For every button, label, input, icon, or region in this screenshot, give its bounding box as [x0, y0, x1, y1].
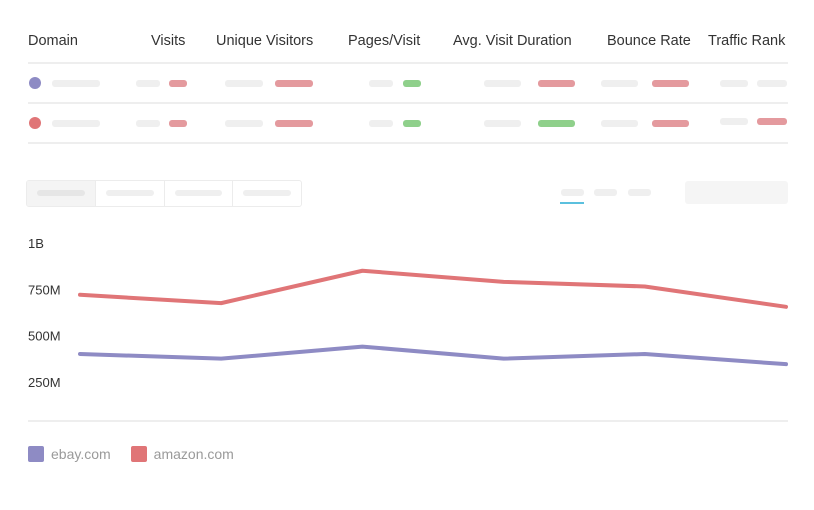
y-tick-label: 250M: [28, 375, 61, 390]
legend-item[interactable]: amazon.com: [130, 446, 234, 462]
placeholder-unique-change: [275, 80, 313, 87]
header-unique-visitors[interactable]: Unique Visitors: [216, 33, 314, 49]
chart-legend: ebay.com amazon.com: [28, 446, 234, 462]
domain-color-dot: [29, 117, 41, 129]
placeholder-bounce: [601, 120, 638, 127]
tab-placeholder: [174, 190, 223, 196]
placeholder-bounce-change: [652, 80, 689, 87]
series-line-ebay: [78, 344, 788, 367]
header-visits[interactable]: Visits: [151, 33, 186, 49]
tab-placeholder: [37, 190, 85, 196]
header-bounce-rate[interactable]: Bounce Rate: [607, 33, 691, 49]
placeholder-unique-change: [275, 120, 313, 127]
legend-label: amazon.com: [153, 446, 234, 462]
tab-placeholder: [105, 190, 154, 196]
metric-tab[interactable]: [165, 181, 234, 206]
placeholder-bounce: [601, 80, 638, 87]
y-tick-label: 750M: [28, 282, 61, 297]
placeholder-pages-change: [403, 120, 421, 127]
placeholder-unique: [225, 80, 263, 87]
table-row: [28, 64, 788, 104]
header-avg-visit-duration[interactable]: Avg. Visit Duration: [453, 33, 572, 49]
active-period-indicator: [560, 202, 584, 204]
metric-tabs: [26, 180, 302, 207]
placeholder-rank-change: [757, 80, 787, 87]
legend-label: ebay.com: [51, 446, 111, 462]
period-option[interactable]: [594, 189, 617, 196]
placeholder-visits-change: [169, 80, 187, 87]
table-row: [28, 104, 788, 144]
legend-swatch: [28, 446, 44, 462]
placeholder-visits-change: [169, 120, 187, 127]
placeholder-bounce-change: [652, 120, 689, 127]
placeholder-rank: [720, 80, 748, 87]
period-option[interactable]: [628, 189, 651, 196]
legend-swatch: [130, 446, 147, 462]
metric-tab[interactable]: [233, 181, 301, 206]
placeholder-rank: [720, 118, 748, 125]
y-tick-label: 1B: [28, 236, 44, 251]
header-domain[interactable]: Domain: [28, 33, 78, 49]
placeholder-domain: [52, 120, 100, 127]
placeholder-pages-change: [403, 80, 421, 87]
metrics-table: Domain Visits Unique Visitors Pages/Visi…: [28, 24, 788, 144]
placeholder-visits: [136, 120, 160, 127]
placeholder-duration-change: [538, 80, 575, 87]
granularity-dropdown[interactable]: [685, 181, 788, 204]
placeholder-rank-change: [757, 118, 787, 125]
placeholder-duration: [484, 80, 521, 87]
table-header: Domain Visits Unique Visitors Pages/Visi…: [28, 24, 788, 64]
y-tick-label: 500M: [28, 329, 61, 344]
placeholder-pages: [369, 120, 393, 127]
header-pages-visit[interactable]: Pages/Visit: [348, 33, 421, 49]
placeholder-duration: [484, 120, 521, 127]
legend-item[interactable]: ebay.com: [28, 446, 111, 462]
domain-color-dot: [29, 77, 41, 89]
placeholder-pages: [369, 80, 393, 87]
period-option[interactable]: [561, 189, 584, 196]
traffic-line-chart: 1B 750M 500M 250M: [28, 236, 788, 422]
tab-placeholder: [243, 190, 291, 196]
placeholder-visits: [136, 80, 160, 87]
header-traffic-rank[interactable]: Traffic Rank: [708, 33, 786, 49]
metric-tab[interactable]: [27, 181, 96, 206]
placeholder-domain: [52, 80, 100, 87]
placeholder-unique: [225, 120, 263, 127]
placeholder-duration-change: [538, 120, 575, 127]
series-line-amazon: [78, 268, 788, 309]
metric-tab[interactable]: [96, 181, 165, 206]
